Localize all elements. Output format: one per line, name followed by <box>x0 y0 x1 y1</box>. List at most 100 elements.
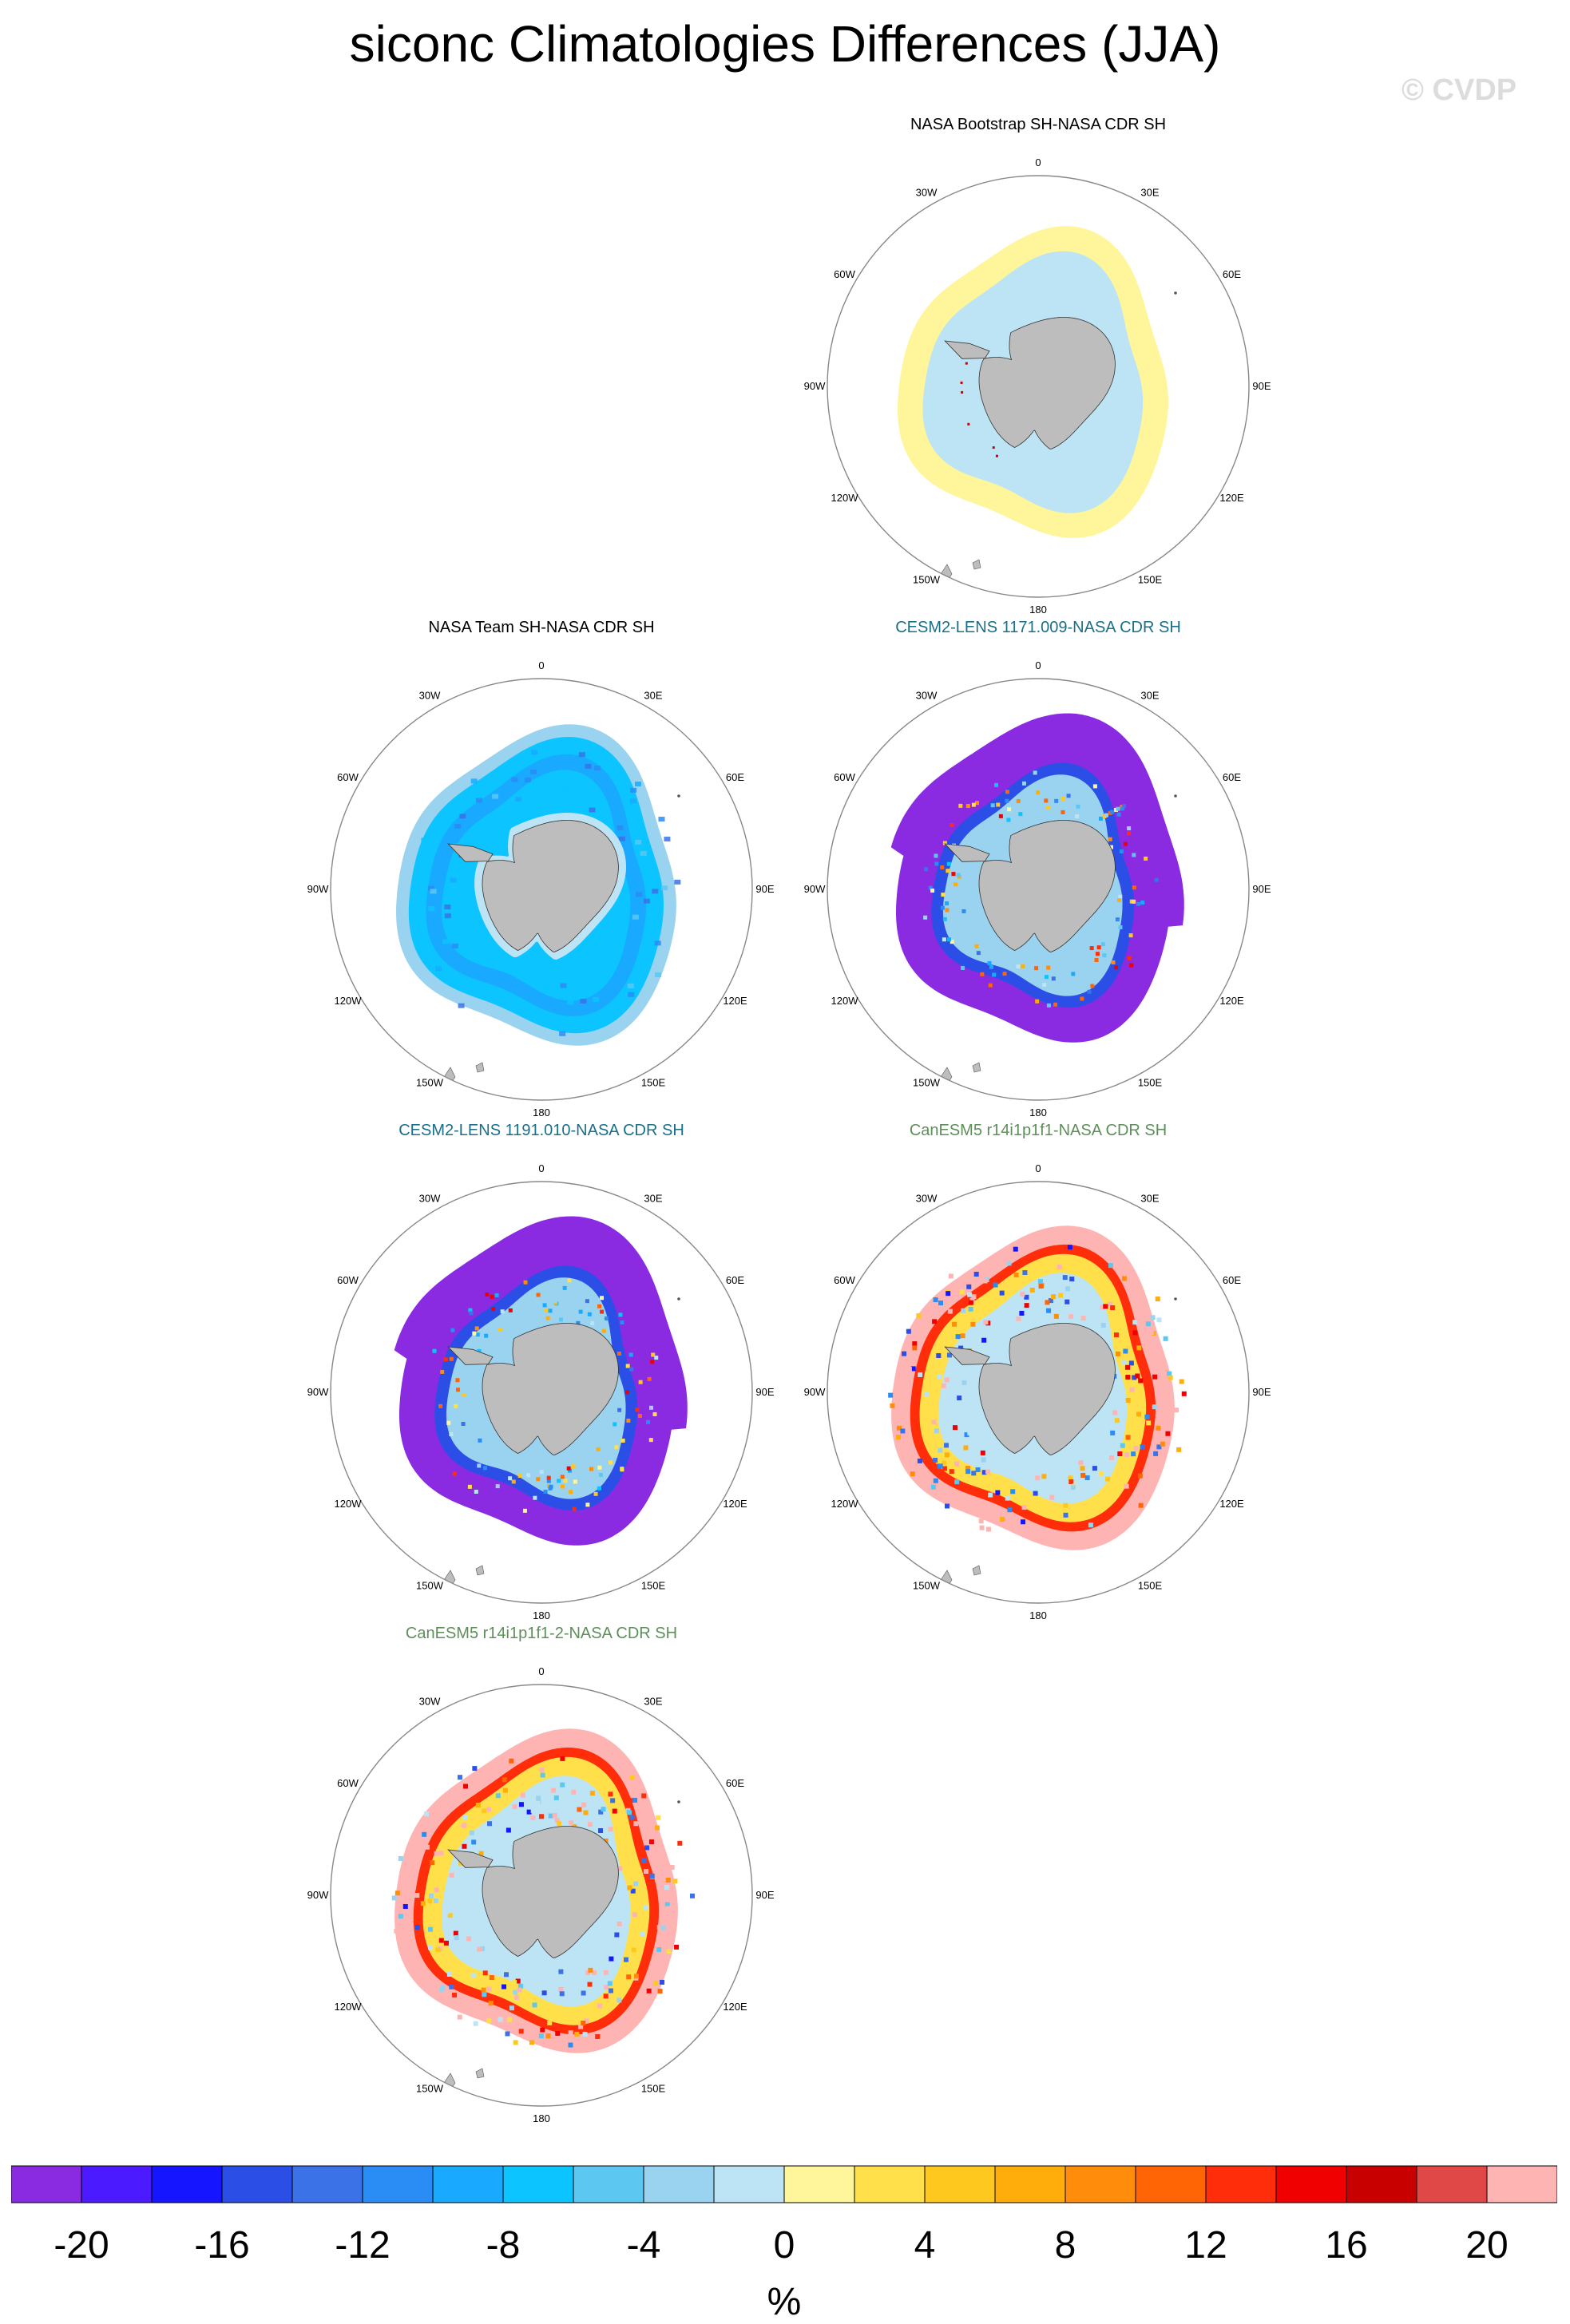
map-panel: CanESM5 r14i1p1f1-2-NASA CDR SH 0 30E 60E 90… <box>302 1625 781 2136</box>
colorbar-swatch <box>854 2165 926 2203</box>
longitude-label: 0 <box>1035 659 1041 671</box>
colorbar-swatch <box>151 2165 223 2203</box>
longitude-label: 150E <box>641 1077 666 1089</box>
longitude-label: 180 <box>1029 604 1047 616</box>
longitude-label: 90W <box>804 380 826 392</box>
longitude-label: 180 <box>533 1609 550 1621</box>
polar-stereographic-map: 0 30E 60E 90E 120E 150E 180 150W 120W 90W 60W 30W <box>307 659 775 1118</box>
longitude-label: 30E <box>644 690 662 702</box>
colorbar-swatch <box>783 2165 855 2203</box>
polar-stereographic-map: 0 30E 60E 90E 120E 150E 180 150W 120W 90W 60W 30W <box>804 156 1271 616</box>
map-panel: CESM2-LENS 1191.010-NASA CDR SH 0 30E 60E 90… <box>302 1122 781 1633</box>
colorbar-tick-label: -16 <box>194 2224 250 2267</box>
colorbar-tick-label: 8 <box>1054 2224 1076 2267</box>
longitude-label: 150W <box>416 1077 444 1089</box>
colorbar-swatch <box>1065 2165 1136 2203</box>
longitude-label: 30W <box>419 1193 441 1205</box>
colorbar-swatch <box>1486 2165 1557 2203</box>
colorbar-swatch <box>502 2165 574 2203</box>
longitude-label: 180 <box>1029 1107 1047 1118</box>
longitude-label: 60E <box>1223 268 1241 280</box>
longitude-label: 30E <box>644 1193 662 1205</box>
antarctica <box>978 1323 1116 1455</box>
map-boundary <box>827 1181 1250 1604</box>
longitude-label: 60W <box>834 1274 855 1286</box>
colorbar-tick-label: -4 <box>626 2224 661 2267</box>
colorbar-tick-label: -8 <box>486 2224 521 2267</box>
panel-title: NASA Bootstrap SH-NASA CDR SH <box>910 116 1167 133</box>
longitude-label: 150W <box>416 2083 444 2095</box>
polar-stereographic-map: 0 30E 60E 90E 120E 150E 180 150W 120W 90W 60W 30W <box>804 1162 1271 1621</box>
longitude-label: 0 <box>1035 1162 1041 1174</box>
colorbar-unit: % <box>767 2281 802 2323</box>
panel-title: CESM2-LENS 1171.009-NASA CDR SH <box>895 619 1181 636</box>
sea-ice-difference-field <box>331 1721 696 2104</box>
antarctica <box>978 317 1116 449</box>
sea-ice-difference-field <box>331 715 681 1099</box>
longitude-label: 60E <box>726 1777 744 1789</box>
colorbar-tick-label: 16 <box>1325 2224 1368 2267</box>
longitude-label: 60W <box>337 771 359 783</box>
longitude-label: 120E <box>1219 492 1244 504</box>
longitude-label: 60W <box>834 771 855 783</box>
longitude-label: 150E <box>641 2083 666 2095</box>
colorbar-swatch <box>1346 2165 1417 2203</box>
panel-title: CanESM5 r14i1p1f1-2-NASA CDR SH <box>405 1625 678 1642</box>
longitude-label: 120W <box>335 2001 363 2013</box>
longitude-label: 0 <box>1035 156 1041 168</box>
longitude-label: 90E <box>1252 1386 1271 1398</box>
colorbar-swatch <box>713 2165 785 2203</box>
longitude-label: 90W <box>804 883 826 895</box>
colorbar-swatch <box>573 2165 644 2203</box>
longitude-label: 90W <box>804 1386 826 1398</box>
longitude-label: 150W <box>913 1077 941 1089</box>
colorbar-tick-label: -20 <box>54 2224 109 2267</box>
map-boundary <box>330 1684 753 2107</box>
colorbar-swatch <box>221 2165 293 2203</box>
longitude-label: 150W <box>416 1580 444 1592</box>
map-boundary <box>827 175 1250 598</box>
longitude-label: 60E <box>726 1274 744 1286</box>
antarctica <box>978 820 1116 952</box>
polar-stereographic-map: 0 30E 60E 90E 120E 150E 180 150W 120W 90W 60W 30W <box>307 1162 775 1621</box>
colorbar-swatch <box>1416 2165 1488 2203</box>
longitude-label: 30E <box>644 1696 662 1708</box>
longitude-label: 60W <box>337 1777 359 1789</box>
polar-stereographic-map: 0 30E 60E 90E 120E 150E 180 150W 120W 90W 60W 30W <box>804 659 1271 1118</box>
longitude-label: 150E <box>641 1580 666 1592</box>
colorbar-swatch <box>432 2165 504 2203</box>
longitude-label: 0 <box>538 659 544 671</box>
antarctica <box>482 1323 619 1455</box>
longitude-label: 180 <box>533 1107 550 1118</box>
sea-ice-difference-field <box>827 713 1184 1099</box>
longitude-label: 90W <box>307 883 329 895</box>
longitude-label: 120E <box>723 1498 747 1510</box>
sea-ice-difference-field <box>827 212 1177 596</box>
longitude-label: 120W <box>335 1498 363 1510</box>
colorbar-swatch <box>11 2165 82 2203</box>
longitude-label: 0 <box>538 1665 544 1677</box>
longitude-label: 120E <box>723 2001 747 2013</box>
colorbar-swatch <box>924 2165 996 2203</box>
colorbar-tick-label: 20 <box>1465 2224 1509 2267</box>
longitude-label: 150E <box>1138 574 1163 586</box>
longitude-label: 90E <box>755 1889 774 1901</box>
colorbar-swatch <box>81 2165 153 2203</box>
longitude-label: 90E <box>755 1386 774 1398</box>
colorbar-tick-label: -12 <box>335 2224 391 2267</box>
longitude-label: 120E <box>723 995 747 1007</box>
map-boundary <box>330 678 753 1101</box>
colorbar-swatch <box>1135 2165 1207 2203</box>
longitude-label: 60W <box>834 268 855 280</box>
longitude-label: 60E <box>1223 1274 1241 1286</box>
longitude-label: 90E <box>1252 883 1271 895</box>
longitude-label: 30W <box>916 690 938 702</box>
longitude-label: 120E <box>1219 1498 1244 1510</box>
longitude-label: 90E <box>1252 380 1271 392</box>
colorbar-swatch <box>643 2165 715 2203</box>
map-panel: CanESM5 r14i1p1f1-NASA CDR SH 0 30E 60E 90E 1… <box>799 1122 1278 1633</box>
colorbar-swatch <box>994 2165 1066 2203</box>
antarctica <box>482 820 619 952</box>
longitude-label: 30W <box>419 690 441 702</box>
longitude-label: 120W <box>831 492 859 504</box>
